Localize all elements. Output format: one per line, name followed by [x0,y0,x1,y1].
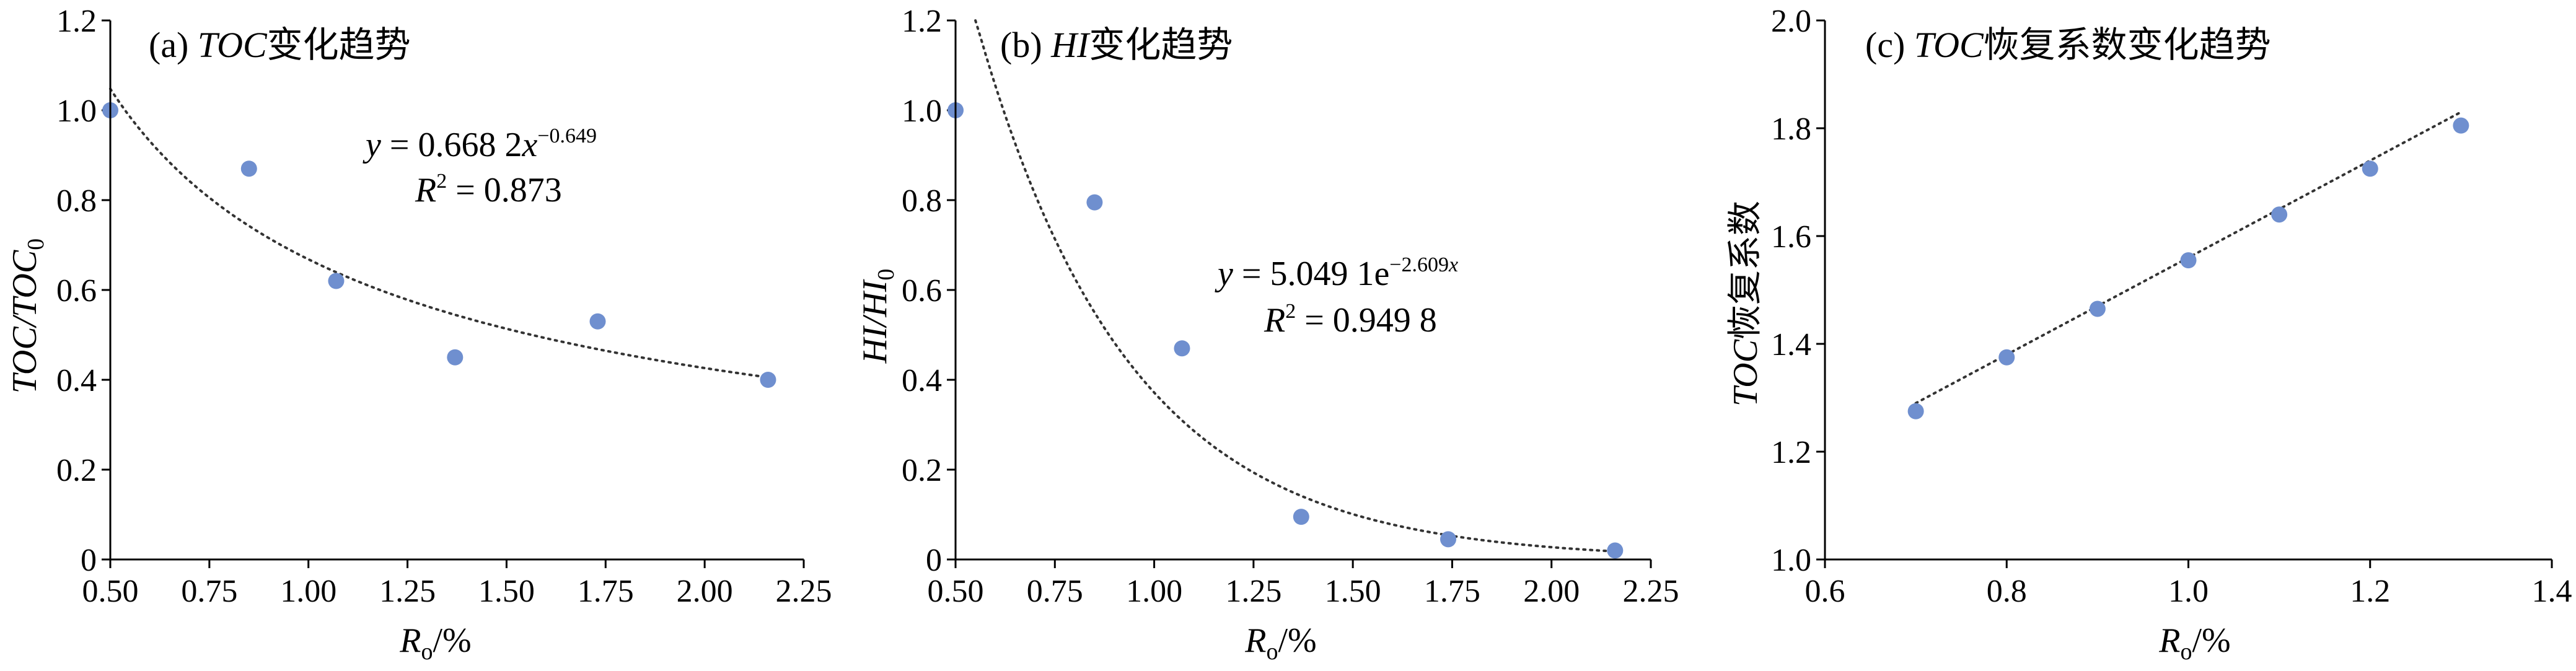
panel-c-axes [1824,20,2552,561]
y-tick-label: 0.4 [902,363,942,398]
data-point [1293,509,1309,525]
y-tick-label: 1.4 [1771,327,1811,362]
x-tick-label: 1.25 [1225,574,1281,609]
panel-a-ticks: 0.50 0.75 1.00 1.25 1.50 1.75 2.00 2.25 0 0.2 0.4 0… [56,4,832,609]
y-tick-label: 0 [81,543,97,578]
y-tick-label: 1.8 [1771,112,1811,147]
panel-a-equation: y = 0.668 2x−0.649 [363,125,597,164]
panel-b-equation: y = 5.049 1e−2.609x [1215,253,1458,293]
panel-a-ylabel: TOC/TOC0 [6,239,49,393]
data-point [1086,194,1103,211]
data-point [240,160,257,177]
y-tick-label: 0.2 [56,453,97,488]
panel-a-xlabel: Ro/% [399,621,471,665]
y-tick-label: 1.2 [902,4,942,39]
x-tick-label: 1.25 [379,574,436,609]
y-tick-label: 1.0 [1771,543,1811,578]
y-tick-label: 0.2 [902,453,942,488]
y-tick-label: 0.8 [902,183,942,219]
x-tick-label: 1.0 [2168,574,2209,609]
trendline [974,19,1617,553]
panel-c-ticks: 0.6 0.8 1.0 1.2 1.4 1.0 1.2 1.4 1.6 1.8 2.0 [1771,4,2572,609]
data-point [2362,160,2378,177]
data-point [1907,403,1924,419]
y-tick-label: 2.0 [1771,4,1811,39]
data-point [2271,206,2288,223]
data-point [328,273,345,289]
x-tick-label: 0.50 [928,574,984,609]
data-point [2180,252,2197,269]
panel-c-points [1907,117,2469,419]
panel-b-r2: R2 = 0.949 8 [1264,300,1437,340]
panel-a-points [102,102,776,388]
y-tick-label: 0 [926,543,942,578]
panel-b-ticks: 0.50 0.75 1.00 1.25 1.50 1.75 2.00 2.25 0 0.2 0.4 0… [902,4,1679,609]
data-point [1440,531,1457,548]
y-tick-label: 1.0 [56,94,97,129]
y-tick-label: 1.2 [1771,435,1811,470]
x-tick-label: 2.25 [776,574,832,609]
x-tick-label: 1.50 [478,574,535,609]
data-point [447,349,464,366]
y-tick-label: 0.8 [56,183,97,219]
x-tick-label: 0.8 [1987,574,2027,609]
x-tick-label: 1.00 [1126,574,1182,609]
x-tick-label: 0.75 [181,574,237,609]
panel-b: 0.50 0.75 1.00 1.25 1.50 1.75 2.00 2.25 0 0.2 0.4 0… [856,4,1679,665]
panel-a-trendline [109,87,770,379]
x-tick-label: 1.50 [1325,574,1381,609]
x-tick-label: 2.00 [1523,574,1580,609]
x-tick-label: 1.2 [2350,574,2390,609]
x-tick-label: 0.50 [82,574,139,609]
panel-c: 0.6 0.8 1.0 1.2 1.4 1.0 1.2 1.4 1.6 1.8 2.0 (c) TO… [1726,4,2572,665]
data-point [589,313,606,330]
panel-b-trendline [974,19,1617,553]
panel-a-title: (a) TOC变化趋势 [149,25,411,65]
y-tick-label: 1.2 [56,4,97,39]
panel-c-title: (c) TOC恢复系数变化趋势 [1865,25,2271,65]
x-tick-label: 1.4 [2532,574,2572,609]
panel-a-r2: R2 = 0.873 [415,170,562,209]
y-tick-label: 0.4 [56,363,97,398]
panel-b-points [947,102,1624,559]
data-point [2089,300,2106,317]
panel-c-xlabel: Ro/% [2158,621,2230,665]
y-tick-label: 0.6 [902,273,942,309]
x-tick-label: 0.6 [1805,574,1845,609]
panel-c-ylabel: TOC恢复系数 [1726,201,1765,406]
panel-a: 0.50 0.75 1.00 1.25 1.50 1.75 2.00 2.25 0 0.2 0.4 0… [6,4,832,665]
panel-a-axes [109,20,804,561]
panel-b-axes [954,20,1651,561]
y-tick-label: 0.6 [56,273,97,309]
x-tick-label: 1.75 [1424,574,1480,609]
panel-b-xlabel: Ro/% [1244,621,1316,665]
data-point [760,372,776,388]
panel-b-ylabel: HI/HI0 [856,269,899,364]
panel-b-title: (b) HI变化趋势 [1000,25,1233,65]
y-tick-label: 1.6 [1771,219,1811,255]
data-point [1998,349,2015,366]
y-tick-label: 1.0 [902,94,942,129]
trendline [109,87,770,379]
x-tick-label: 1.00 [280,574,336,609]
x-tick-label: 2.00 [677,574,733,609]
data-point [1174,340,1190,357]
data-point [1607,542,1624,559]
x-tick-label: 0.75 [1027,574,1083,609]
data-point [2453,117,2469,134]
x-tick-label: 1.75 [578,574,634,609]
x-tick-label: 2.25 [1623,574,1679,609]
